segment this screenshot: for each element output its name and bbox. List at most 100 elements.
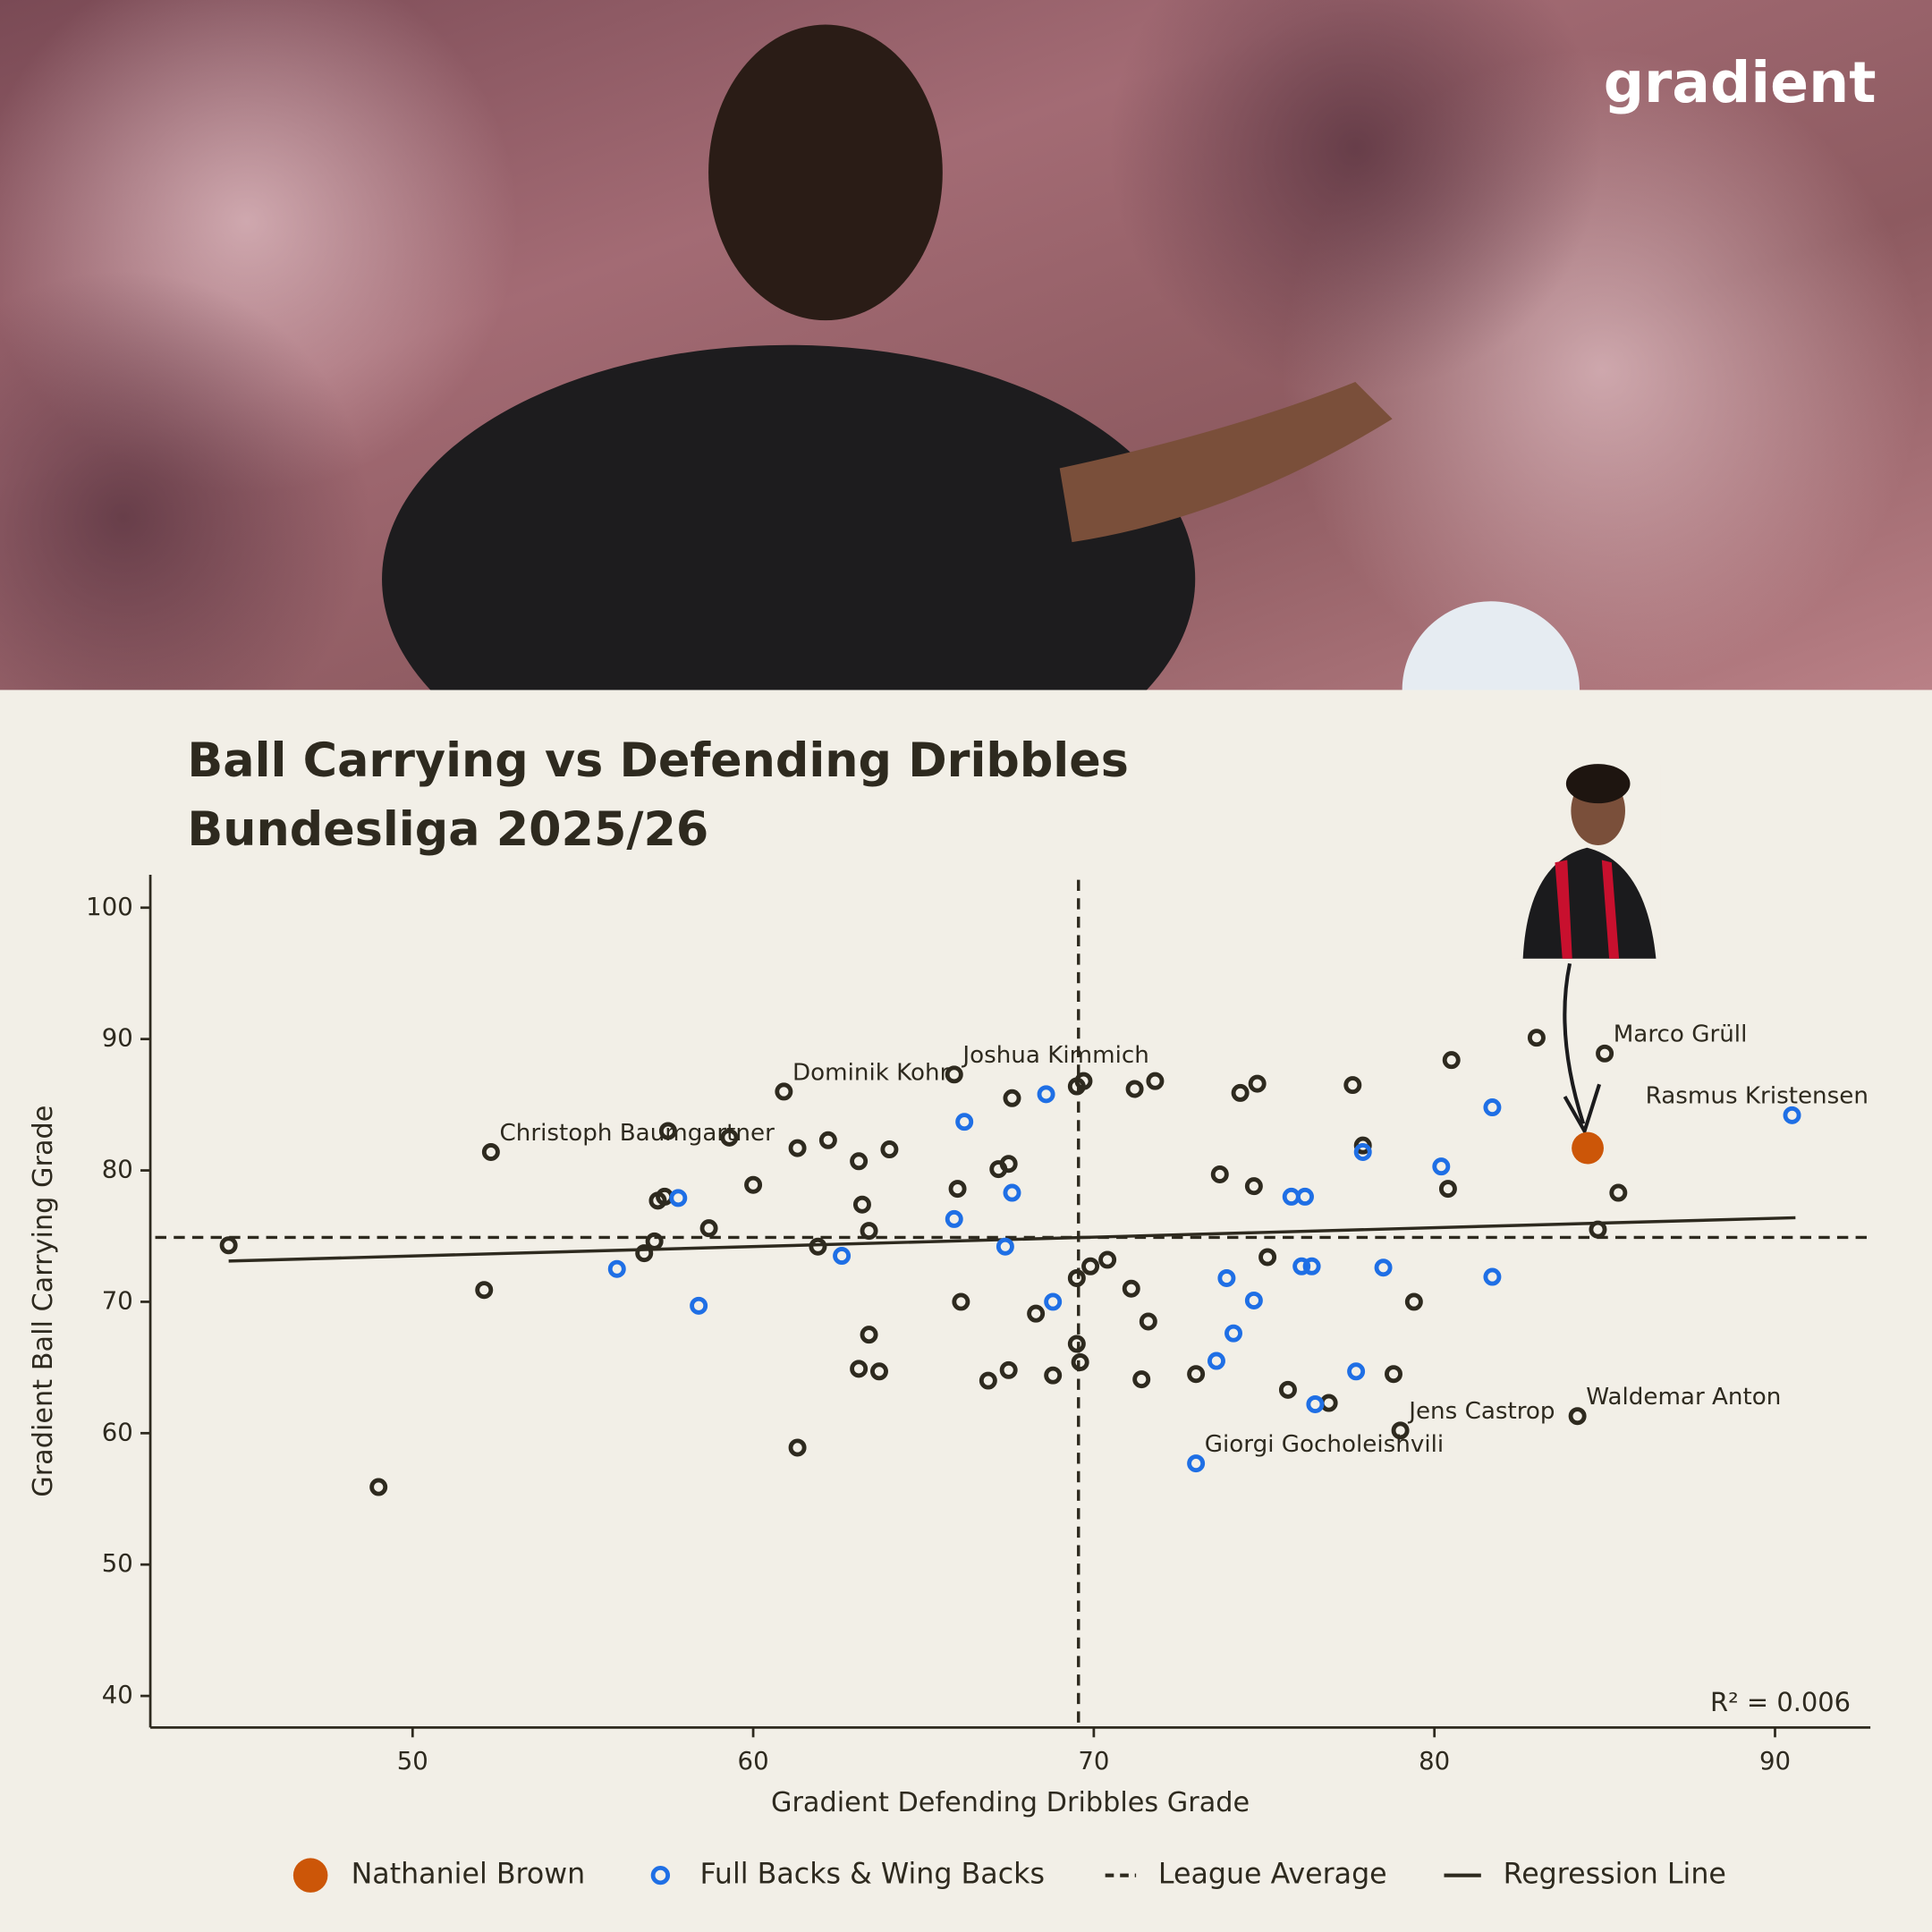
point [481,1142,500,1161]
point [690,1296,708,1315]
point [658,1122,677,1140]
legend-swatch [292,1858,328,1893]
point [1347,1362,1366,1381]
point [818,1131,837,1149]
point [852,1195,871,1214]
point [1207,1352,1225,1370]
point [880,1140,899,1159]
legend-label: League Average [1158,1859,1387,1891]
x-tick-label: 90 [1759,1747,1791,1775]
legend-label: Regression Line [1504,1859,1726,1891]
point-label: Dominik Kohr [792,1059,950,1086]
y-tick-label: 80 [102,1156,133,1184]
point [1343,1076,1362,1095]
point [1003,1183,1021,1202]
point [1609,1183,1628,1202]
point [1027,1304,1046,1323]
point [1132,1370,1151,1389]
x-axis-label: Gradient Defending Dribbles Grade [771,1787,1250,1818]
point [1081,1257,1100,1275]
brand-logo: gradient [1604,49,1877,115]
x-tick-label: 70 [1078,1747,1109,1775]
point [1302,1257,1321,1275]
point [999,1155,1018,1174]
x-tick-label: 60 [738,1747,769,1775]
point [1589,1220,1607,1239]
point [948,1180,967,1199]
point [1125,1080,1144,1098]
point [1483,1098,1502,1117]
point [850,1360,869,1378]
point [869,1362,888,1381]
chart-subtitle: Bundesliga 2025/26 [187,802,708,857]
point [788,1139,807,1157]
legend: Nathaniel Brown Full Backs & Wing Backs Le… [292,1858,1726,1893]
point [1244,1291,1263,1309]
point [809,1237,827,1256]
point [1244,1177,1263,1196]
legend-swatch [650,1865,671,1885]
point [1306,1395,1325,1413]
point [1231,1083,1250,1102]
point [1258,1248,1277,1267]
point [1432,1157,1451,1176]
point [369,1478,388,1496]
point [1385,1365,1402,1384]
y-tick-label: 100 [86,893,133,921]
point [1248,1074,1267,1093]
chart-title: Ball Carrying vs Defending Dribbles [187,733,1129,788]
plot-area: 50 60 70 80 90 40 50 60 70 80 90 100 Christoph Baumg… [86,879,1871,1775]
point-label: Waldemar Anton [1586,1384,1781,1411]
point [1067,1269,1086,1287]
point [999,1360,1018,1379]
point [1404,1292,1423,1311]
point [1438,1180,1457,1199]
point [1044,1292,1063,1311]
point-label: Christoph Baumgartner [500,1120,775,1147]
point-label: Marco Grüll [1614,1021,1748,1048]
y-tick-label: 90 [102,1024,133,1053]
point [720,1128,739,1147]
point [1292,1257,1311,1275]
point [635,1244,654,1263]
point-label: Rasmus Kristensen [1646,1083,1868,1110]
point [833,1247,852,1266]
point [1296,1187,1314,1206]
point [699,1219,718,1238]
point [1098,1250,1117,1269]
point [1568,1407,1587,1426]
point [1146,1072,1165,1090]
point [607,1259,626,1278]
point [1071,1353,1089,1371]
point [1442,1051,1461,1070]
point-label: Joshua Kimmich [961,1042,1148,1069]
point [955,1113,974,1131]
point [1596,1044,1614,1063]
point [1353,1136,1372,1155]
point [1374,1258,1393,1277]
x-tick-label: 50 [397,1747,428,1775]
point [1353,1142,1372,1161]
point [1210,1165,1229,1183]
point [775,1082,793,1101]
point [1037,1085,1055,1104]
point [1122,1279,1140,1298]
y-tick-label: 70 [102,1286,133,1315]
point [1187,1454,1206,1473]
point [1783,1106,1801,1124]
point [1278,1380,1297,1399]
point [1483,1267,1502,1286]
point [1527,1029,1546,1047]
point [1074,1072,1093,1090]
point [475,1281,494,1300]
r-squared: R² = 0.006 [1710,1687,1851,1717]
point [1391,1421,1410,1440]
player-thumbnail [1513,764,1661,1136]
point [1187,1365,1206,1384]
y-axis-label: Gradient Ball Carrying Grade [28,1106,59,1497]
point [744,1175,763,1194]
point [1217,1269,1236,1287]
